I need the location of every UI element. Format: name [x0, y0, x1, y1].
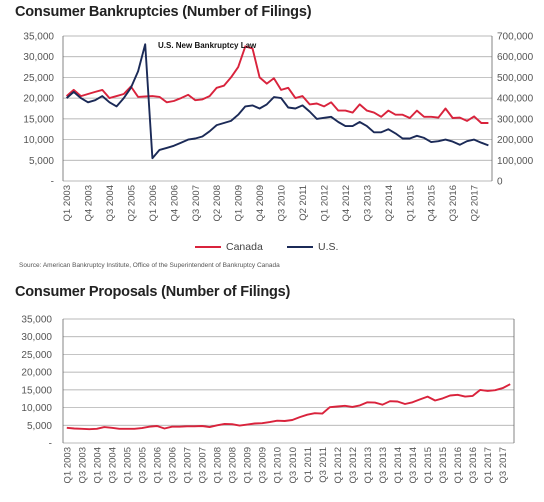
legend-canada-swatch	[195, 246, 221, 248]
y-tick-label: 20,000	[21, 368, 52, 379]
series-line-canada	[65, 45, 489, 124]
x-tick-label: Q3 2013	[378, 447, 389, 483]
bankruptcies-chart-title: Consumer Bankruptcies (Number of Filings…	[15, 4, 312, 20]
y-tick-label: 10,000	[21, 403, 52, 414]
x-tick-label: Q3 2003	[77, 447, 88, 483]
y-left-tick-label: 35,000	[23, 32, 54, 43]
x-tick-label: Q1 2005	[122, 447, 133, 483]
x-tick-label: Q3 2005	[137, 447, 148, 483]
x-tick-label: Q1 2013	[363, 447, 374, 483]
y-tick-label: -	[49, 439, 52, 450]
y-left-tick-label: 5,000	[29, 156, 54, 167]
x-tick-label: Q2 2014	[384, 185, 395, 221]
proposals-chart-title: Consumer Proposals (Number of Filings)	[15, 284, 291, 300]
y-left-tick-label: 30,000	[23, 52, 54, 63]
x-tick-label: Q3 2013	[362, 185, 373, 221]
series-line-us	[65, 43, 489, 160]
x-tick-label: Q1 2009	[243, 447, 254, 483]
x-tick-label: Q1 2012	[333, 447, 344, 483]
x-tick-label: Q1 2015	[405, 185, 416, 221]
x-tick-label: Q4 2006	[169, 185, 180, 221]
y-tick-label: 5,000	[27, 421, 52, 432]
x-tick-label: Q2 2005	[126, 185, 137, 221]
x-tick-label: Q1 2016	[453, 447, 464, 483]
y-tick-label: 30,000	[21, 332, 52, 343]
x-tick-label: Q3 2004	[107, 447, 118, 483]
x-tick-label: Q4 2009	[255, 185, 266, 221]
x-tick-label: Q1 2007	[183, 447, 194, 483]
y-left-tick-label: 20,000	[23, 94, 54, 105]
legend-us-swatch	[287, 246, 313, 248]
x-tick-label: Q1 2006	[152, 447, 163, 483]
x-tick-label: Q4 2015	[427, 185, 438, 221]
x-tick-label: Q3 2017	[498, 447, 509, 483]
x-tick-label: Q1 2003	[62, 447, 73, 483]
y-tick-label: 15,000	[21, 385, 52, 396]
x-tick-label: Q1 2009	[234, 185, 245, 221]
legend-us-label: U.S.	[318, 241, 339, 253]
x-tick-label: Q1 2015	[423, 447, 434, 483]
x-tick-label: Q3 2014	[408, 447, 419, 483]
y-right-tick-label: 700,000	[497, 32, 534, 43]
x-tick-label: Q4 2012	[341, 185, 352, 221]
x-tick-label: Q1 2003	[62, 185, 73, 221]
x-tick-label: Q4 2003	[84, 185, 95, 221]
x-tick-label: Q3 2004	[105, 185, 116, 221]
x-tick-label: Q1 2017	[483, 447, 494, 483]
y-left-tick-label: -	[51, 177, 54, 188]
x-tick-label: Q3 2007	[198, 447, 209, 483]
series-line-proposals-canada	[66, 383, 511, 431]
x-tick-label: Q3 2008	[228, 447, 239, 483]
x-tick-label: Q3 2009	[258, 447, 269, 483]
legend-canada: Canada	[195, 241, 263, 253]
source-note: Source: American Bankruptcy Institute, O…	[19, 262, 280, 269]
x-tick-label: Q3 2012	[348, 447, 359, 483]
x-tick-label: Q1 2006	[148, 185, 159, 221]
x-tick-label: Q3 2016	[468, 447, 479, 483]
y-right-tick-label: 200,000	[497, 135, 534, 146]
x-tick-label: Q1 2014	[393, 447, 404, 483]
x-tick-label: Q1 2010	[273, 447, 284, 483]
y-right-tick-label: 400,000	[497, 94, 534, 105]
legend-canada-label: Canada	[226, 241, 263, 253]
y-right-tick-label: 600,000	[497, 52, 534, 63]
x-tick-label: Q2 2008	[212, 185, 223, 221]
x-tick-label: Q3 2010	[288, 447, 299, 483]
y-left-tick-label: 15,000	[23, 114, 54, 125]
y-right-tick-label: 300,000	[497, 114, 534, 125]
y-right-tick-label: 500,000	[497, 73, 534, 84]
x-tick-label: Q3 2010	[277, 185, 288, 221]
x-tick-label: Q1 2011	[303, 447, 314, 483]
y-left-tick-label: 25,000	[23, 73, 54, 84]
legend-us: U.S.	[287, 241, 338, 253]
x-tick-label: Q3 2011	[318, 447, 329, 483]
x-tick-label: Q1 2004	[92, 447, 103, 483]
y-tick-label: 25,000	[21, 350, 52, 361]
y-right-tick-label: 100,000	[497, 156, 534, 167]
x-tick-label: Q1 2008	[213, 447, 224, 483]
x-tick-label: Q3 2006	[167, 447, 178, 483]
x-tick-label: Q2 2011	[298, 185, 309, 221]
y-tick-label: 35,000	[21, 315, 52, 326]
y-left-tick-label: 10,000	[23, 135, 54, 146]
x-tick-label: Q3 2015	[438, 447, 449, 483]
x-tick-label: Q3 2007	[191, 185, 202, 221]
x-tick-label: Q2 2017	[470, 185, 481, 221]
y-right-tick-label: 0	[497, 177, 503, 188]
x-tick-label: Q3 2016	[448, 185, 459, 221]
x-tick-label: Q1 2012	[319, 185, 330, 221]
us-new-bankruptcy-law-annotation: U.S. New Bankruptcy Law	[158, 41, 257, 50]
